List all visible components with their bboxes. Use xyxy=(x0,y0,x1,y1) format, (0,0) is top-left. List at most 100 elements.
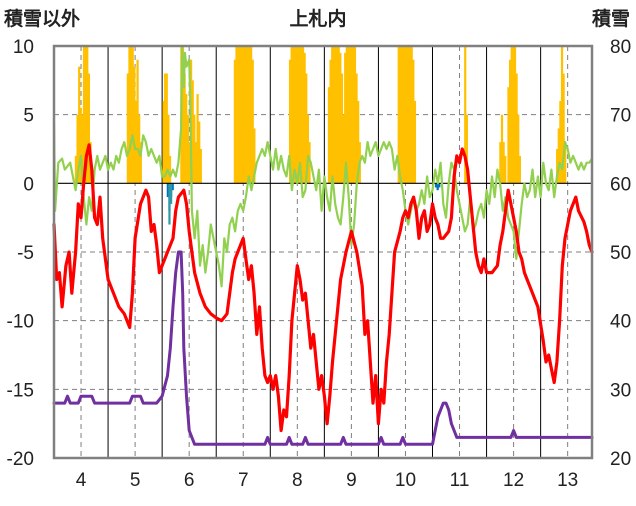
orange-bar xyxy=(87,73,91,184)
orange-bar xyxy=(352,46,355,184)
y-tick-label: 10 xyxy=(13,37,34,58)
orange-bar xyxy=(331,46,334,184)
orange-bar xyxy=(512,46,515,184)
orange-bar xyxy=(499,142,502,184)
blue-bar xyxy=(171,183,174,191)
orange-bar xyxy=(245,46,248,184)
orange-bar xyxy=(559,100,562,184)
x-tick-label: 9 xyxy=(346,470,357,491)
orange-bar xyxy=(412,59,415,184)
orange-bar xyxy=(399,46,402,184)
x-tick-label: 7 xyxy=(238,470,249,491)
orange-bar xyxy=(243,46,246,184)
orange-bar xyxy=(237,46,240,184)
orange-bar xyxy=(191,80,194,184)
orange-bar xyxy=(357,100,360,184)
green-series-line xyxy=(52,44,594,288)
orange-bar xyxy=(300,46,303,184)
orange-bar xyxy=(241,46,245,184)
orange-bar xyxy=(250,46,253,184)
orange-bar xyxy=(136,59,139,184)
orange-bar xyxy=(556,149,559,184)
orange-bar xyxy=(465,114,468,184)
purple-series-line xyxy=(52,250,594,446)
orange-bar xyxy=(345,46,348,184)
y2-tick-label: 60 xyxy=(610,174,631,195)
y-tick-label: 0 xyxy=(23,174,34,195)
orange-bar xyxy=(404,46,407,184)
orange-bar xyxy=(199,149,202,184)
y2-tick-label: 40 xyxy=(610,312,631,333)
orange-bar xyxy=(198,121,201,184)
orange-bar xyxy=(164,73,167,184)
orange-bar xyxy=(183,73,186,184)
teal-bar xyxy=(169,183,173,204)
y-tick-label: -10 xyxy=(7,312,34,333)
blue-bar xyxy=(166,183,169,198)
y2-tick-label: 30 xyxy=(610,380,631,401)
y2-tick-label: 50 xyxy=(610,243,631,264)
orange-bar xyxy=(334,46,337,184)
blue-bar xyxy=(438,183,441,188)
orange-bar xyxy=(81,114,84,184)
orange-bar xyxy=(133,66,136,184)
orange-bar xyxy=(339,52,342,184)
orange-bar xyxy=(413,100,417,184)
orange-bar xyxy=(347,46,350,184)
y2-tick-label: 80 xyxy=(610,37,631,58)
orange-bar xyxy=(233,59,237,184)
orange-bar xyxy=(405,46,408,184)
x-tick-label: 10 xyxy=(395,470,416,491)
orange-bar xyxy=(290,46,293,184)
y-tick-label: -20 xyxy=(7,449,34,470)
orange-bar xyxy=(79,107,82,184)
orange-bar xyxy=(86,46,89,184)
orange-bar xyxy=(353,46,357,184)
orange-bar xyxy=(131,46,134,184)
orange-bar xyxy=(332,46,335,184)
orange-bar xyxy=(76,114,79,184)
orange-bar xyxy=(560,46,564,184)
orange-bar xyxy=(128,46,131,184)
orange-bar xyxy=(329,59,332,184)
orange-bar xyxy=(251,59,254,184)
y-tick-label: -15 xyxy=(7,380,34,401)
orange-bar xyxy=(165,73,168,184)
orange-bar xyxy=(139,142,142,184)
orange-bar xyxy=(348,46,352,184)
orange-bar xyxy=(408,46,412,184)
x-tick-label: 5 xyxy=(130,470,141,491)
orange-bar xyxy=(400,46,404,184)
orange-bar xyxy=(162,100,165,184)
teal-bar xyxy=(168,183,171,225)
orange-bar xyxy=(84,46,87,184)
blue-bar xyxy=(436,183,439,191)
orange-bar xyxy=(82,46,86,184)
orange-bar xyxy=(248,46,251,184)
x-tick-label: 6 xyxy=(184,470,195,491)
orange-bar xyxy=(297,46,300,184)
orange-bar xyxy=(78,66,81,184)
orange-bar xyxy=(500,114,504,184)
chart-title: 上札内 xyxy=(289,9,347,30)
orange-bar xyxy=(515,73,518,184)
orange-bar xyxy=(138,114,141,184)
orange-bar xyxy=(510,46,513,184)
orange-bar xyxy=(340,73,344,184)
orange-bar xyxy=(186,114,189,184)
orange-bar xyxy=(181,46,185,184)
orange-bar xyxy=(253,128,256,184)
orange-bar xyxy=(238,46,241,184)
blue-bar xyxy=(434,183,438,188)
x-tick-label: 12 xyxy=(503,470,524,491)
orange-bar xyxy=(502,142,505,184)
orange-bar xyxy=(246,46,249,184)
orange-bar xyxy=(134,100,138,184)
orange-bar xyxy=(167,114,170,184)
orange-bar xyxy=(513,46,517,184)
orange-bar xyxy=(193,114,196,184)
orange-bar xyxy=(410,46,413,184)
orange-bar xyxy=(557,128,560,184)
left-axis-title: 積雪以外 xyxy=(4,9,81,30)
